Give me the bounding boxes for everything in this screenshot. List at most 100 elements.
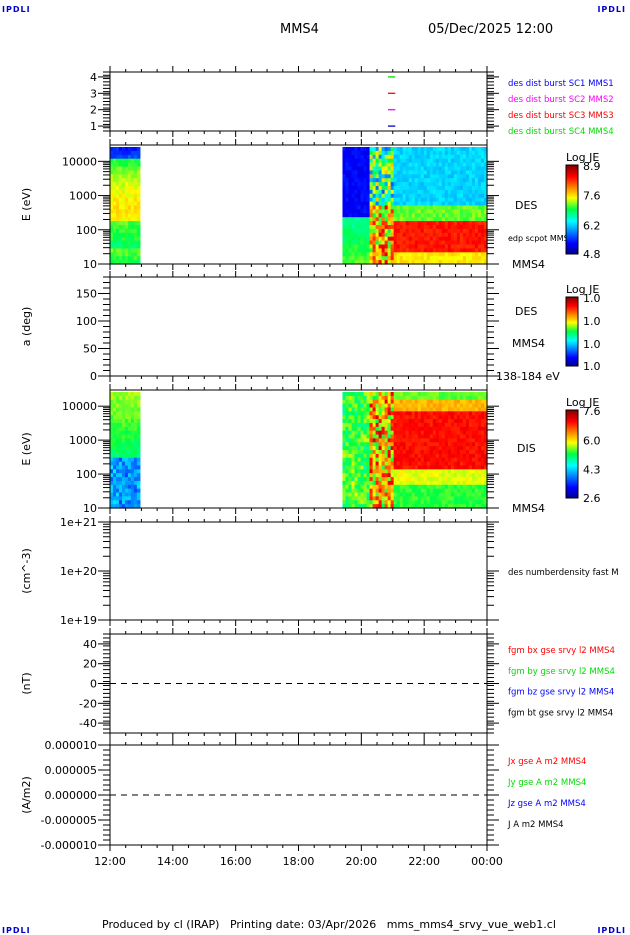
spectrogram-cell xyxy=(363,442,368,447)
spectrogram-cell xyxy=(381,504,386,509)
spectrogram-cell xyxy=(112,240,117,246)
spectrogram-cell xyxy=(438,166,443,171)
spectrogram-cell xyxy=(115,426,120,432)
spectrogram-cell xyxy=(342,477,347,482)
spectrogram-cell xyxy=(136,193,141,199)
spectrogram-cell xyxy=(387,197,392,203)
spectrogram-cell xyxy=(378,461,383,467)
spectrogram-cell xyxy=(375,248,380,253)
spectrogram-cell xyxy=(384,403,389,409)
spectrogram-cell xyxy=(345,150,350,156)
spectrogram-cell xyxy=(124,154,129,160)
spectrogram-cell xyxy=(110,461,114,467)
spectrogram-cell xyxy=(480,205,485,210)
spectrogram-cell xyxy=(130,484,135,490)
spectrogram-cell xyxy=(127,469,132,474)
spectrogram-cell xyxy=(438,399,443,405)
spectrogram-cell xyxy=(375,461,380,467)
spectrogram-cell xyxy=(471,403,476,409)
spectrogram-cell xyxy=(112,228,117,234)
spectrogram-cell xyxy=(124,407,129,412)
spectrogram-cell xyxy=(381,422,386,428)
spectrogram-cell xyxy=(133,228,138,234)
spectrogram-cell xyxy=(372,178,377,183)
spectrogram-cell xyxy=(381,228,386,234)
spectrogram-cell xyxy=(480,450,485,455)
spectrogram-cell xyxy=(471,193,476,199)
spectrogram-cell xyxy=(130,457,135,463)
spectrogram-cell xyxy=(465,469,470,474)
spectrogram-cell xyxy=(459,434,464,439)
spectrogram-cell xyxy=(384,213,389,218)
spectrogram-cell xyxy=(456,422,461,428)
spectrogram-cell xyxy=(115,457,120,463)
corner-label-top-right: IPDLI xyxy=(597,5,626,14)
spectrogram-cell xyxy=(115,147,120,152)
spectrogram-cell xyxy=(342,189,347,195)
spectrogram-cell xyxy=(345,193,350,199)
spectrogram-cell xyxy=(399,446,404,451)
spectrogram-cell xyxy=(420,232,425,238)
spectrogram-cell xyxy=(121,147,126,152)
spectrogram-cell xyxy=(378,178,383,183)
spectrogram-cell xyxy=(115,407,120,412)
spectrogram-cell xyxy=(477,166,482,171)
spectrogram-cell xyxy=(462,147,467,152)
spectrogram-cell xyxy=(351,228,356,234)
legend-label: fgm by gse srvy l2 MMS4 xyxy=(508,667,615,677)
spectrogram-cell xyxy=(136,232,141,238)
spectrogram-cell xyxy=(483,469,488,474)
spectrogram-cell xyxy=(342,221,347,226)
spectrogram-cell xyxy=(462,415,467,420)
spectrogram-cell xyxy=(402,504,407,509)
spectrogram-cell xyxy=(342,150,347,156)
spectrogram-cell xyxy=(387,150,392,156)
spectrogram-cell xyxy=(372,236,377,242)
spectrogram-cell xyxy=(453,221,458,226)
spectrogram-cell xyxy=(363,411,368,416)
spectrogram-cell xyxy=(399,461,404,467)
spectrogram-cell xyxy=(390,240,395,246)
spectrogram-cell xyxy=(381,205,386,210)
spectrogram-cell xyxy=(115,209,120,214)
spectrogram-cell xyxy=(357,504,362,509)
spectrogram-cell xyxy=(459,217,464,222)
spectrogram-cell xyxy=(381,221,386,226)
spectrogram-cell xyxy=(381,450,386,455)
panel-frame xyxy=(109,276,488,377)
spectrogram-cell xyxy=(423,162,428,168)
spectrogram-cell xyxy=(480,166,485,171)
spectrogram-cell xyxy=(360,209,365,214)
spectrogram-cell xyxy=(447,411,452,416)
spectrogram-cell xyxy=(378,403,383,409)
spectrogram-cell xyxy=(435,419,440,424)
spectrogram-cell xyxy=(136,392,141,397)
spectrogram-cell xyxy=(417,461,422,467)
spectrogram-cell xyxy=(408,469,413,474)
spectrogram-cell xyxy=(447,403,452,409)
spectrogram-cell xyxy=(456,217,461,222)
spectrogram-cell xyxy=(441,240,446,246)
spectrogram-cell xyxy=(354,496,359,501)
colorbar-tick-label: 1.0 xyxy=(583,292,601,305)
spectrogram-cell xyxy=(441,442,446,447)
spectrogram-cell xyxy=(351,453,356,459)
spectrogram-cell xyxy=(414,446,419,451)
spectrogram-cell xyxy=(432,189,437,195)
spectrogram-cell xyxy=(351,205,356,210)
spectrogram-cell xyxy=(441,158,446,164)
spectrogram-cell xyxy=(399,193,404,199)
spectrogram-cell xyxy=(474,162,479,168)
spectrogram-cell xyxy=(480,240,485,246)
spectrogram-cell xyxy=(402,217,407,222)
spectrogram-cell xyxy=(411,240,416,246)
spectrogram-cell xyxy=(387,434,392,439)
spectrogram-cell xyxy=(456,399,461,405)
spectrogram-cell xyxy=(342,496,347,501)
spectrogram-cell xyxy=(375,236,380,242)
spectrogram-cell xyxy=(354,434,359,439)
spectrogram-cell xyxy=(345,170,350,175)
spectrogram-cell xyxy=(351,201,356,207)
spectrogram-cell xyxy=(393,197,398,203)
spectrogram-cell xyxy=(121,252,126,257)
